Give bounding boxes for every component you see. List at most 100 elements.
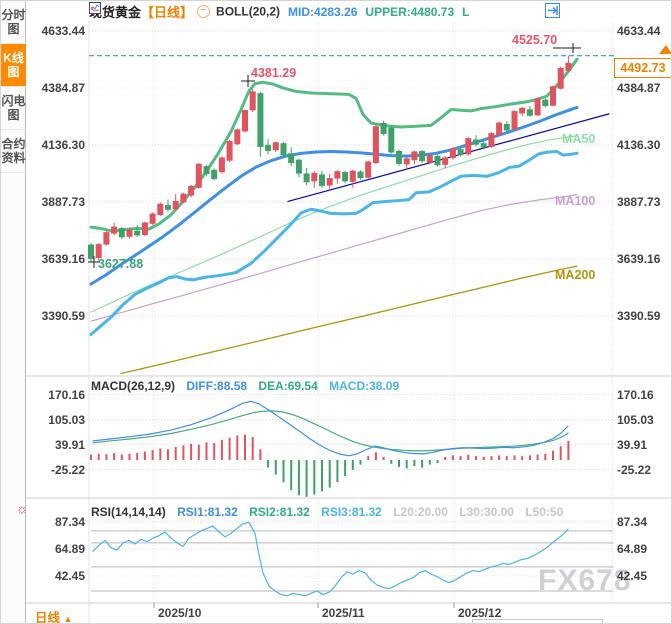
ma50-label: MA50 [562,132,596,146]
rsi2-value: RSI2:81.32 [249,505,310,519]
candle-17 [218,157,225,173]
candle-33 [342,172,349,182]
rsi-l50-label: L50:50 [525,505,564,519]
macd-axis-label-left: 39.91 [54,437,85,452]
candle-57 [526,109,533,116]
candle-42 [411,151,418,161]
chart-toolbar [545,3,611,18]
candle-10 [165,205,171,210]
candle-15 [203,166,210,175]
candle-40 [396,150,402,164]
candle-21 [249,91,256,111]
candle-2 [103,232,110,245]
peak-price-label: 4381.29 [251,66,297,80]
candle-48 [457,149,464,156]
candle-44 [426,155,433,163]
boll-mid-value: MID:4283.26 [288,4,358,19]
main-axis-label-right: 3639.16 [617,252,661,266]
sidebar-item-2[interactable]: 闪电图 [1,87,26,130]
trend-line [287,113,610,203]
x-axis-date-label: 2025/10 [158,606,202,620]
last-price-box: 4492.73 [614,58,671,78]
rsi-axis-label-left: 87.34 [54,515,85,529]
candle-59 [542,99,549,107]
x-axis-date-label: 2025/11 [322,606,365,620]
period-tag[interactable]: 【日线】 [141,5,194,20]
macd-axis-label-right: 105.03 [617,412,654,427]
period-selector[interactable]: 日线 ▲ [35,607,72,624]
candle-58 [534,98,541,116]
main-axis-label-left: 4384.87 [41,81,85,95]
candle-46 [442,157,449,165]
candle-11 [172,200,179,210]
candle-30 [319,174,325,186]
macd-dea-value: DEA:69.54 [258,379,318,393]
remove-indicator-icon[interactable]: − [197,5,211,18]
candle-13 [188,185,195,196]
candle-37 [372,126,379,163]
main-axis-label-left: 4136.30 [41,138,85,152]
sidebar-item-3[interactable]: 合约资料 [1,130,26,173]
main-axis-label-right: 4384.87 [617,81,661,95]
sidebar-item-0[interactable]: 分时图 [1,1,26,44]
candle-51 [480,143,487,148]
candle-23 [265,144,272,152]
candle-22 [257,93,264,147]
indicator-settings-icon[interactable]: ☼ [16,501,28,516]
candle-16 [211,169,218,180]
candle-14 [195,163,202,188]
candle-49 [465,138,472,155]
boll-upper-value: UPPER:4480.73 [365,4,455,19]
candle-3 [111,226,118,234]
rsi-l20-label: L20:20.00 [393,505,448,519]
macd-macd-value: MACD:38.09 [329,379,400,393]
rsi-axis-label-right: 42.45 [617,568,648,583]
candle-31 [326,178,333,186]
candle-47 [449,148,456,158]
rsi3-value: RSI3:81.32 [321,505,382,519]
candle-12 [180,193,187,203]
rsi-title: RSI(14,14,14) [91,505,166,519]
export-icon[interactable] [545,3,611,18]
candle-8 [149,213,156,224]
candles-layer [88,55,572,262]
candle-60 [550,86,556,106]
rsi-legend: RSI(14,14,14) RSI1:81.32 RSI2:81.32 RSI3… [91,505,563,519]
candle-38 [380,123,387,135]
candle-28 [303,173,310,183]
main-axis-label-right: 3390.59 [617,309,661,323]
rsi-l30-label: L30:30.00 [459,505,514,519]
sidebar-item-1[interactable]: K线图 [1,44,26,87]
candle-53 [496,122,503,136]
candle-34 [349,170,356,182]
horizontal-scrollbar[interactable] [472,619,603,623]
watermark: FX678 [538,564,632,597]
boll-params: BOLL(20,2) [216,4,281,19]
rsi1-value: RSI1:81.32 [177,505,238,519]
macd-axis-label-right: -25.22 [617,462,652,477]
candle-4 [118,228,125,238]
macd-axis-label-left: 105.03 [48,412,85,427]
main-axis-label-left: 3390.59 [41,309,85,323]
candle-26 [288,153,295,163]
macd-diff-value: DIFF:88.58 [186,379,248,393]
ma200-label: MA200 [555,268,596,282]
main-axis-label-right: 3887.73 [617,195,661,209]
period-label[interactable]: 日线 [35,611,61,624]
candle-50 [473,139,479,145]
candle-41 [403,158,410,165]
candle-18 [226,140,233,161]
macd-axis-label-right: 170.16 [617,387,654,402]
rsi-axis-label-right: 87.34 [617,515,648,529]
candle-25 [280,143,287,156]
candle-54 [503,123,510,131]
macd-axis-label-left: -25.22 [50,462,85,477]
candle-62 [565,62,572,71]
macd-axis-label-right: 39.91 [617,437,648,452]
ma100-label: MA100 [555,194,596,208]
candle-52 [488,133,495,147]
main-axis-label-right: 4633.44 [617,24,661,38]
main-axis-label-left: 3639.16 [41,252,85,266]
boll-lower-truncated: L [462,4,470,19]
